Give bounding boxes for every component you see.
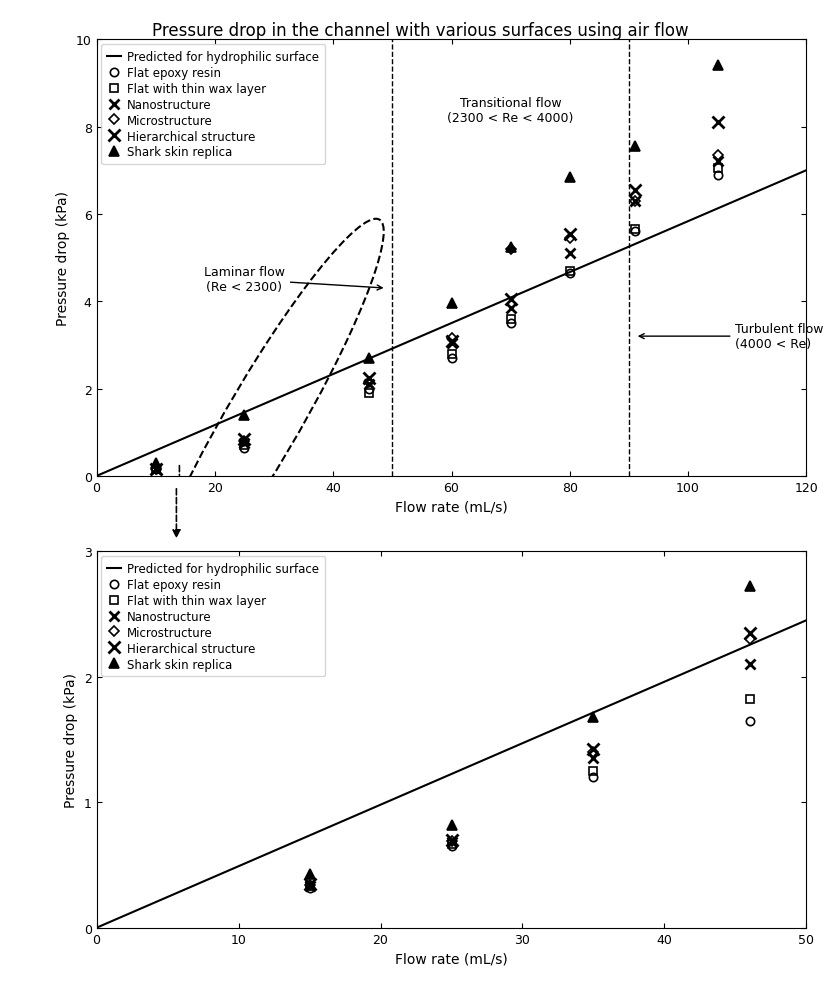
X-axis label: Flow rate (mL/s): Flow rate (mL/s) — [395, 499, 508, 514]
Y-axis label: Pressure drop (kPa): Pressure drop (kPa) — [56, 191, 71, 326]
Text: Laminar flow
(Re < 2300): Laminar flow (Re < 2300) — [204, 266, 382, 294]
Text: Turbulent flow
(4000 < Re): Turbulent flow (4000 < Re) — [639, 323, 824, 351]
Legend: Predicted for hydrophilic surface, Flat epoxy resin, Flat with thin wax layer, N: Predicted for hydrophilic surface, Flat … — [102, 557, 325, 677]
X-axis label: Flow rate (mL/s): Flow rate (mL/s) — [395, 951, 508, 965]
Y-axis label: Pressure drop (kPa): Pressure drop (kPa) — [64, 672, 78, 807]
Legend: Predicted for hydrophilic surface, Flat epoxy resin, Flat with thin wax layer, N: Predicted for hydrophilic surface, Flat … — [102, 45, 325, 165]
Text: Pressure drop in the channel with various surfaces using air flow: Pressure drop in the channel with variou… — [152, 22, 688, 40]
Text: Transitional flow
(2300 < Re < 4000): Transitional flow (2300 < Re < 4000) — [448, 97, 574, 124]
